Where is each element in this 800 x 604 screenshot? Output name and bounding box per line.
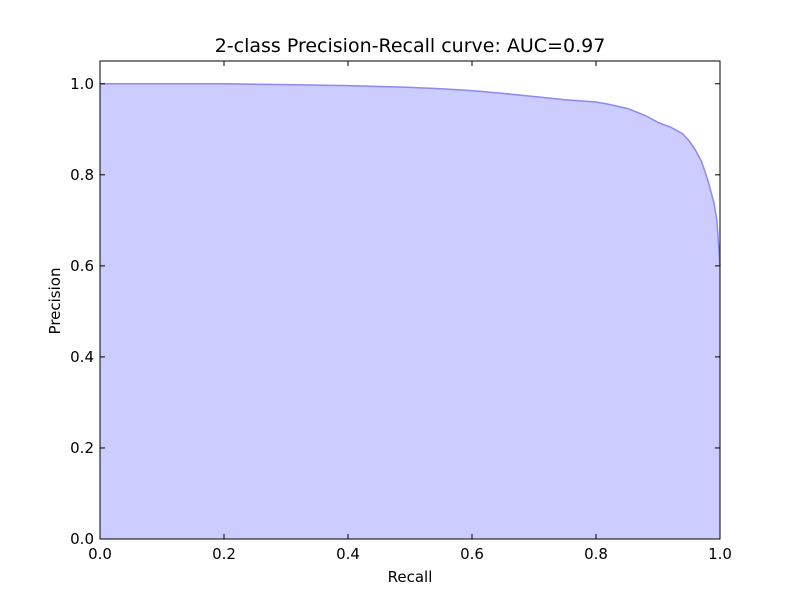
y-tick-label: 0.2 (70, 439, 94, 457)
x-tick-label: 0.8 (584, 545, 608, 563)
x-tick-label: 1.0 (708, 545, 732, 563)
x-tick-label: 0.4 (336, 545, 360, 563)
x-tick-label: 0.2 (212, 545, 236, 563)
pr-curve-line (100, 83, 721, 266)
y-tick-label: 0.8 (70, 166, 94, 184)
x-tick-label: 0.6 (460, 545, 484, 563)
chart-title: 2-class Precision-Recall curve: AUC=0.97 (215, 35, 606, 57)
plot-layer: 0.0 0.2 0.4 0.6 0.8 1.0 0.0 0.2 0.4 0.6 0.8 1.0 (70, 60, 732, 563)
pr-area-fill (100, 83, 720, 539)
y-tick-label: 0.4 (70, 348, 94, 366)
plot-frame (99, 60, 721, 540)
x-tick-label: 0.0 (88, 545, 112, 563)
y-tick-label: 0.0 (70, 530, 94, 548)
y-axis-label: Precision (46, 268, 64, 335)
x-axis-label: Recall (388, 568, 433, 586)
y-tick-label: 1.0 (70, 75, 94, 93)
y-tick-label: 0.6 (70, 257, 94, 275)
